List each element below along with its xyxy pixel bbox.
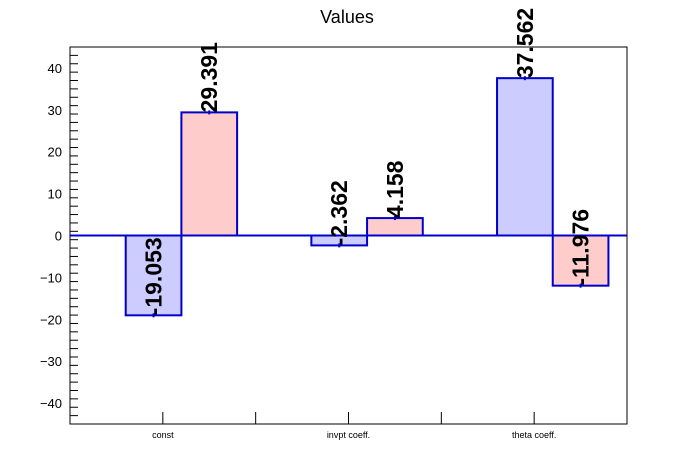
y-tick-label: 20 xyxy=(48,145,62,160)
data-label: 4.158 xyxy=(382,160,408,218)
y-tick-label: 0 xyxy=(55,229,62,244)
y-tick-label: 40 xyxy=(48,61,62,76)
bar xyxy=(366,217,424,237)
y-tick-label: −40 xyxy=(40,396,62,411)
data-labels: -19.053 -2.362 37.562 29.391 4.158 -11.976 xyxy=(141,8,594,316)
x-category-label: invpt coeff. xyxy=(327,430,370,440)
data-label: -19.053 xyxy=(141,237,167,315)
bar xyxy=(124,234,183,317)
y-axis: −40 −30 −20 −10 0 10 20 30 40 xyxy=(40,46,78,425)
x-axis: const invpt coeff. theta coeff. xyxy=(69,412,628,440)
data-label: -11.976 xyxy=(568,209,594,286)
y-tick-label: −10 xyxy=(40,270,62,285)
y-tick-label: −30 xyxy=(40,354,62,369)
y-tick-label: 10 xyxy=(48,187,62,202)
x-category-label: theta coeff. xyxy=(512,430,556,440)
y-tick-label: −20 xyxy=(40,312,62,327)
y-tick-label: 30 xyxy=(48,103,62,118)
bar xyxy=(180,111,239,237)
data-label: -2.362 xyxy=(326,180,352,245)
data-label: 37.562 xyxy=(512,8,538,78)
x-category-label: const xyxy=(152,430,174,440)
bar xyxy=(496,77,554,237)
data-label: 29.391 xyxy=(196,42,222,113)
chart-title: Values xyxy=(320,7,374,27)
